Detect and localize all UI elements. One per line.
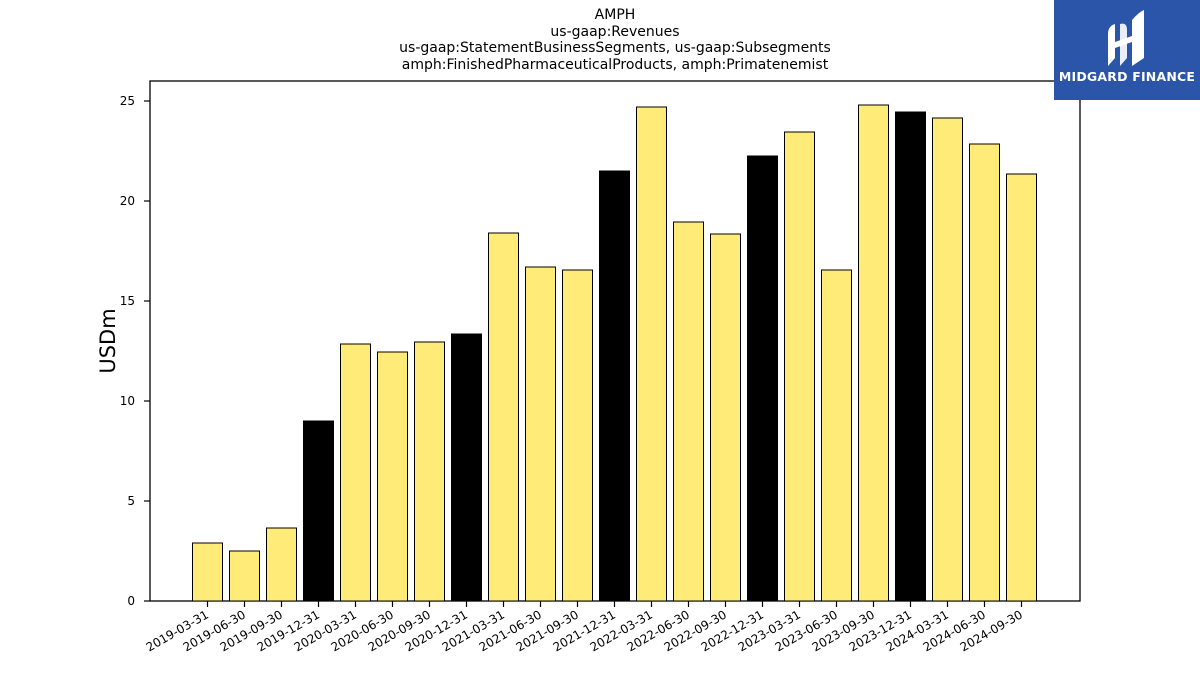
bar bbox=[488, 232, 519, 602]
bar bbox=[636, 106, 667, 602]
y-axis: 0 5 10 15 20 25 bbox=[120, 94, 150, 608]
brand-logo: MIDGARD FINANCE bbox=[1054, 0, 1200, 100]
y-tick-label: 5 bbox=[127, 494, 135, 508]
bar bbox=[599, 170, 630, 602]
bar bbox=[340, 343, 371, 602]
bar bbox=[414, 341, 445, 602]
bar bbox=[969, 143, 1000, 602]
chart-title: AMPH us-gaap:Revenues us-gaap:StatementB… bbox=[150, 7, 1080, 73]
bar bbox=[747, 155, 778, 602]
bar bbox=[1006, 173, 1037, 602]
bar bbox=[192, 542, 223, 602]
y-tick-label: 10 bbox=[120, 394, 135, 408]
chart-title-line: us-gaap:StatementBusinessSegments, us-ga… bbox=[399, 40, 831, 56]
brand-name: MIDGARD FINANCE bbox=[1058, 69, 1196, 84]
bar bbox=[821, 269, 852, 602]
midgard-logo-icon bbox=[1108, 10, 1144, 67]
bar bbox=[932, 117, 963, 602]
bar bbox=[451, 333, 482, 602]
bar bbox=[895, 111, 926, 602]
bar bbox=[303, 420, 334, 602]
bar bbox=[562, 269, 593, 602]
bar bbox=[858, 104, 889, 602]
y-tick-label: 20 bbox=[120, 194, 135, 208]
y-tick-label: 0 bbox=[127, 594, 135, 608]
bar bbox=[710, 233, 741, 602]
y-tick-label: 25 bbox=[120, 94, 135, 108]
bar bbox=[377, 351, 408, 602]
bar bbox=[266, 527, 297, 602]
x-axis: 2019-03-312019-06-302019-09-302019-12-31… bbox=[144, 601, 1025, 654]
y-axis-label: USDm bbox=[96, 308, 120, 373]
bar bbox=[673, 221, 704, 602]
bar-series bbox=[192, 104, 1037, 602]
chart-title-line: us-gaap:Revenues bbox=[550, 23, 680, 40]
bar bbox=[229, 550, 260, 602]
chart-title-line: AMPH bbox=[594, 7, 636, 23]
bar bbox=[525, 266, 556, 602]
y-tick-label: 15 bbox=[120, 294, 135, 308]
bar bbox=[784, 131, 815, 602]
chart-title-line: amph:FinishedPharmaceuticalProducts, amp… bbox=[401, 56, 829, 73]
